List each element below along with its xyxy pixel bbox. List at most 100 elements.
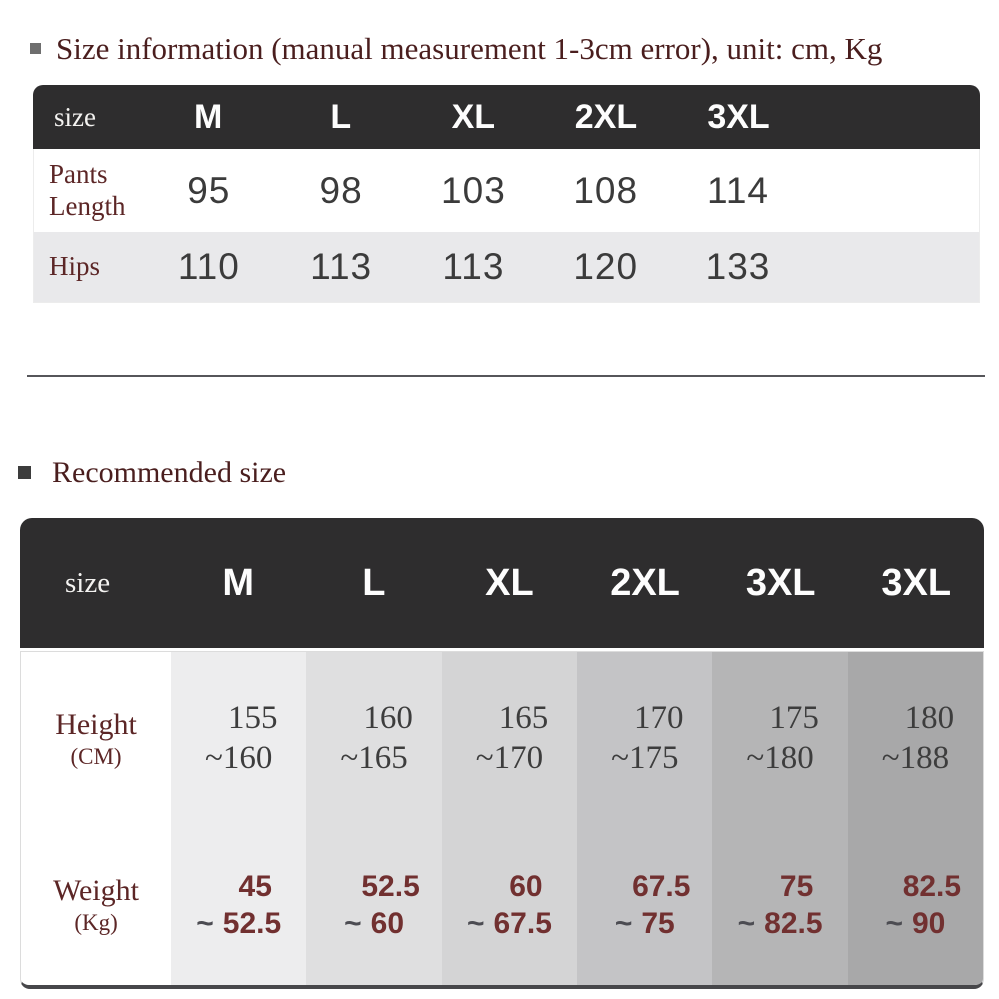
row-label-cell: Weight (Kg) [21, 825, 172, 985]
range-to-value: 175 [628, 739, 679, 776]
range-from: 175 [769, 699, 819, 736]
range-from: 155 [228, 699, 278, 736]
size-value: 120 [573, 246, 639, 287]
range-to: ~160 [205, 739, 272, 779]
range-to: ~165 [340, 739, 407, 779]
size-info-table-header: size M L XL 2XL 3XL [33, 85, 980, 149]
range-to-value: 82.5 [764, 907, 823, 940]
tilde-symbol: ~ [737, 907, 756, 940]
recommended-size-table: size M L XL 2XL 3XL 3XL Height (CM) 155 ~160 160 ~… [20, 518, 984, 989]
row-label-cell: Height (CM) [21, 652, 172, 825]
range-to-value: 60 [370, 907, 405, 940]
size-value: 113 [442, 246, 505, 287]
range-to-value: 90 [911, 907, 946, 940]
row-unit: (Kg) [74, 910, 118, 935]
row-label: Hips [49, 251, 101, 282]
range-to-value: 188 [899, 739, 950, 776]
range-to: ~67.5 [467, 905, 552, 943]
range-to: ~90 [885, 905, 945, 943]
row-label: Pants Length [49, 158, 126, 221]
tilde-symbol: ~ [611, 739, 629, 776]
range-to-value: 75 [641, 907, 675, 940]
range-value-cell: 67.5 ~75 [577, 825, 713, 985]
size-column-header: L [330, 97, 352, 136]
range-value-cell: 60 ~67.5 [441, 825, 578, 985]
table-row: Pants Length 95 98 103 108 114 [34, 149, 979, 232]
tilde-symbol: ~ [614, 907, 633, 940]
tilde-symbol: ~ [196, 907, 214, 940]
range-value-cell: 52.5 ~60 [306, 825, 442, 985]
range-to-value: 170 [493, 739, 544, 776]
row-label: Height [55, 707, 137, 741]
tilde-symbol: ~ [205, 739, 223, 776]
tilde-symbol: ~ [475, 739, 494, 776]
range-value-cell: 155 ~160 [171, 652, 307, 825]
recommended-size-heading: Recommended size [18, 456, 286, 489]
size-column-header: M [194, 97, 223, 136]
range-to: ~170 [476, 739, 543, 779]
recommended-size-table-body: Height (CM) 155 ~160 160 ~165 165 ~170 170 ~175 17… [20, 651, 984, 989]
table-row: Height (CM) 155 ~160 160 ~165 165 ~170 170 ~175 17… [21, 652, 983, 825]
range-value-cell: 45 ~52.5 [171, 825, 307, 985]
size-column-header: XL [451, 97, 496, 136]
tilde-symbol: ~ [885, 907, 903, 940]
range-from: 60 [509, 869, 543, 903]
row-label: Weight [53, 874, 139, 907]
range-to-value: 180 [764, 739, 814, 776]
range-to: ~180 [746, 739, 813, 779]
size-column-header: 2XL [574, 97, 638, 136]
size-value: 114 [707, 169, 769, 211]
range-to: ~188 [882, 739, 949, 779]
size-column-header: 3XL [881, 561, 952, 604]
size-value: 133 [705, 246, 771, 287]
range-from: 170 [634, 699, 684, 736]
size-info-table-body: Pants Length 95 98 103 108 114 Hips 110 113 113 12… [33, 149, 980, 303]
range-from: 52.5 [361, 869, 420, 903]
range-from: 75 [779, 869, 814, 903]
tilde-symbol: ~ [746, 739, 765, 776]
size-column-header: 3XL [707, 97, 770, 136]
range-from: 82.5 [902, 869, 962, 903]
tilde-symbol: ~ [881, 739, 900, 776]
range-value-cell: 160 ~165 [306, 652, 442, 825]
range-to: ~82.5 [738, 905, 823, 943]
size-column-header: XL [485, 561, 534, 604]
size-column-header: 3XL [745, 561, 816, 604]
table-row: Weight (Kg) 45 ~52.5 52.5 ~60 60 ~67.5 67.5 ~75 75… [21, 825, 983, 985]
size-info-heading: Size information (manual measurement 1-3… [30, 31, 883, 66]
size-column-header: M [222, 561, 255, 604]
tilde-symbol: ~ [344, 907, 362, 940]
range-from: 45 [238, 869, 272, 903]
bullet-square-icon [18, 466, 31, 479]
size-value: 103 [441, 169, 506, 211]
bullet-square-icon [30, 43, 41, 54]
range-from: 67.5 [632, 869, 691, 903]
range-value-cell: 175 ~180 [712, 652, 848, 825]
size-value: 108 [573, 169, 639, 211]
size-info-table: size M L XL 2XL 3XL Pants Length 95 98 103 108 11… [33, 85, 980, 303]
tilde-symbol: ~ [340, 739, 359, 776]
size-value: 113 [310, 246, 373, 287]
size-header-label: size [54, 101, 96, 132]
range-value-cell: 180 ~188 [847, 652, 983, 825]
size-column-header: 2XL [610, 561, 680, 604]
size-value: 95 [187, 169, 231, 211]
range-to-value: 67.5 [493, 907, 552, 940]
range-value-cell: 165 ~170 [441, 652, 578, 825]
size-value: 110 [177, 246, 240, 287]
range-from: 160 [363, 699, 413, 736]
table-row: Hips 110 113 113 120 133 [34, 232, 979, 302]
size-info-title: Size information (manual measurement 1-3… [56, 31, 883, 66]
range-to: ~52.5 [196, 905, 281, 943]
range-to-value: 165 [358, 739, 408, 776]
range-to-value: 52.5 [222, 907, 282, 940]
range-to: ~75 [615, 905, 675, 943]
tilde-symbol: ~ [466, 907, 485, 940]
size-header-label: size [65, 566, 111, 599]
section-divider [27, 375, 985, 377]
range-from: 165 [498, 699, 549, 736]
row-unit: (CM) [70, 743, 122, 769]
range-to-value: 160 [222, 739, 273, 776]
range-to: ~175 [611, 739, 678, 779]
range-value-cell: 82.5 ~90 [847, 825, 983, 985]
